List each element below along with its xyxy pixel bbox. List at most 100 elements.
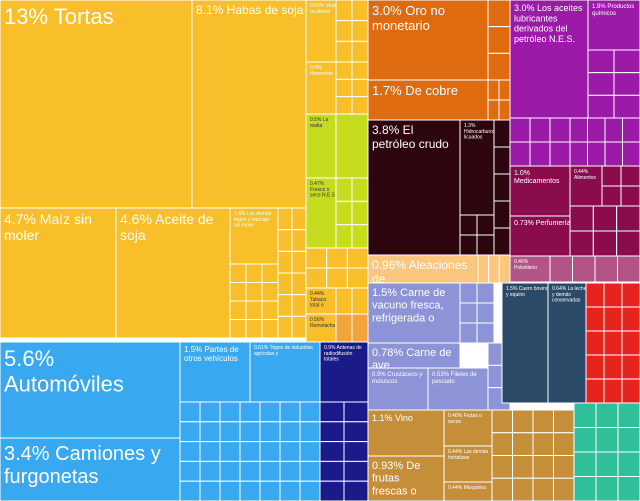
treemap-small-cell bbox=[491, 432, 513, 456]
treemap-subgrid bbox=[601, 165, 640, 207]
tile-label: 0.96% Aleaciones de bbox=[372, 258, 467, 286]
treemap-small-cell bbox=[179, 460, 201, 482]
treemap-small-cell bbox=[305, 247, 328, 269]
treemap-small-cell bbox=[291, 229, 307, 252]
treemap-small-cell bbox=[219, 441, 241, 462]
treemap-subgrid bbox=[569, 205, 640, 257]
treemap-small-cell bbox=[601, 165, 622, 187]
treemap-tile bbox=[509, 255, 551, 283]
treemap-tile bbox=[305, 313, 337, 343]
tile-label: 3.0% Oro no monetario bbox=[372, 3, 445, 33]
treemap-small-cell bbox=[601, 185, 622, 207]
treemap-tile bbox=[459, 119, 495, 216]
treemap-small-cell bbox=[532, 409, 554, 434]
tile-label: 1.1% Vino bbox=[372, 413, 413, 423]
treemap-tile bbox=[0, 437, 181, 501]
treemap-small-cell bbox=[279, 460, 301, 482]
treemap-small-cell bbox=[512, 455, 534, 479]
treemap-tile bbox=[319, 341, 369, 403]
treemap-tile bbox=[367, 254, 479, 284]
treemap-small-cell bbox=[335, 177, 353, 202]
tile-label: 0.93% De frutas frescas o bbox=[372, 460, 420, 497]
treemap-small-cell bbox=[219, 401, 241, 423]
treemap-small-cell bbox=[219, 480, 241, 501]
treemap-small-cell bbox=[573, 476, 597, 501]
treemap-subgrid bbox=[587, 49, 640, 119]
treemap-small-cell bbox=[277, 294, 293, 317]
treemap-small-cell bbox=[351, 40, 369, 63]
treemap-tile bbox=[547, 282, 587, 404]
treemap-small-cell bbox=[553, 409, 575, 434]
treemap-small-cell bbox=[229, 263, 247, 283]
tile-label: 5.6% Automóviles bbox=[4, 346, 124, 396]
tile-label: 0.44% Tabaco total o bbox=[310, 291, 326, 309]
tile-label: 0.9% Crustáceos y moluscos bbox=[372, 372, 422, 385]
treemap-small-cell bbox=[239, 480, 261, 501]
treemap-small-cell bbox=[299, 441, 321, 462]
treemap-tile bbox=[191, 0, 307, 209]
treemap-small-cell bbox=[617, 402, 640, 428]
treemap-small-cell bbox=[305, 267, 328, 289]
treemap-small-cell bbox=[613, 94, 640, 119]
treemap-small-cell bbox=[335, 96, 353, 115]
treemap-small-cell bbox=[604, 141, 623, 167]
treemap-small-cell bbox=[493, 119, 511, 148]
treemap-small-cell bbox=[319, 421, 345, 443]
treemap-small-cell bbox=[259, 401, 281, 423]
treemap-small-cell bbox=[595, 402, 619, 428]
treemap-small-cell bbox=[239, 441, 261, 462]
treemap-small-cell bbox=[245, 263, 263, 283]
treemap-small-cell bbox=[603, 330, 623, 356]
treemap-small-cell bbox=[351, 224, 369, 249]
treemap-small-cell bbox=[587, 141, 606, 167]
tile-label: 1.3% Hidrocarburos licuados bbox=[464, 123, 496, 141]
treemap-small-cell bbox=[587, 72, 615, 96]
treemap-small-cell bbox=[219, 460, 241, 482]
treemap-small-cell bbox=[476, 302, 495, 324]
treemap-subgrid bbox=[335, 61, 369, 115]
treemap-small-cell bbox=[509, 141, 531, 167]
treemap-small-cell bbox=[459, 302, 478, 324]
treemap-small-cell bbox=[199, 401, 221, 423]
treemap-small-cell bbox=[343, 441, 369, 462]
treemap-subgrid bbox=[335, 177, 369, 249]
tile-label: 8.1% Habas de soja bbox=[196, 3, 304, 17]
treemap-small-cell bbox=[553, 477, 575, 501]
treemap-subgrid bbox=[335, 313, 369, 343]
treemap-small-cell bbox=[259, 421, 281, 443]
tile-label: 0.46% Frutas o secos bbox=[448, 413, 482, 425]
treemap-subgrid bbox=[277, 207, 307, 339]
treemap-subgrid bbox=[229, 263, 279, 339]
treemap-small-cell bbox=[319, 401, 345, 423]
treemap-small-cell bbox=[603, 378, 623, 404]
treemap-small-cell bbox=[613, 49, 640, 74]
treemap-small-cell bbox=[603, 354, 623, 380]
treemap-small-cell bbox=[549, 141, 571, 167]
treemap-small-cell bbox=[335, 313, 353, 343]
treemap-small-cell bbox=[587, 49, 615, 74]
treemap-small-cell bbox=[585, 306, 605, 332]
treemap-subgrid bbox=[459, 214, 495, 256]
treemap-small-cell bbox=[326, 247, 348, 269]
treemap-small-cell bbox=[351, 61, 369, 80]
treemap-small-cell bbox=[491, 455, 513, 479]
treemap-small-cell bbox=[351, 96, 369, 115]
treemap-tile bbox=[427, 367, 489, 411]
treemap-small-cell bbox=[179, 401, 201, 423]
treemap-small-cell bbox=[572, 255, 596, 283]
treemap-small-cell bbox=[512, 477, 534, 501]
treemap-small-cell bbox=[319, 460, 345, 482]
treemap-small-cell bbox=[488, 254, 500, 284]
treemap-small-cell bbox=[616, 230, 640, 257]
treemap-small-cell bbox=[291, 207, 307, 231]
treemap-small-cell bbox=[459, 214, 478, 236]
treemap-tile bbox=[179, 341, 251, 403]
tile-label: 13% Tortas bbox=[4, 4, 114, 29]
treemap-tile bbox=[443, 445, 493, 483]
treemap-tile bbox=[305, 61, 337, 115]
treemap-small-cell bbox=[585, 282, 605, 308]
tile-label: 0.9% Henovede bbox=[310, 65, 333, 77]
treemap-small-cell bbox=[622, 141, 640, 167]
treemap-small-cell bbox=[351, 177, 369, 202]
treemap-small-cell bbox=[199, 480, 221, 501]
